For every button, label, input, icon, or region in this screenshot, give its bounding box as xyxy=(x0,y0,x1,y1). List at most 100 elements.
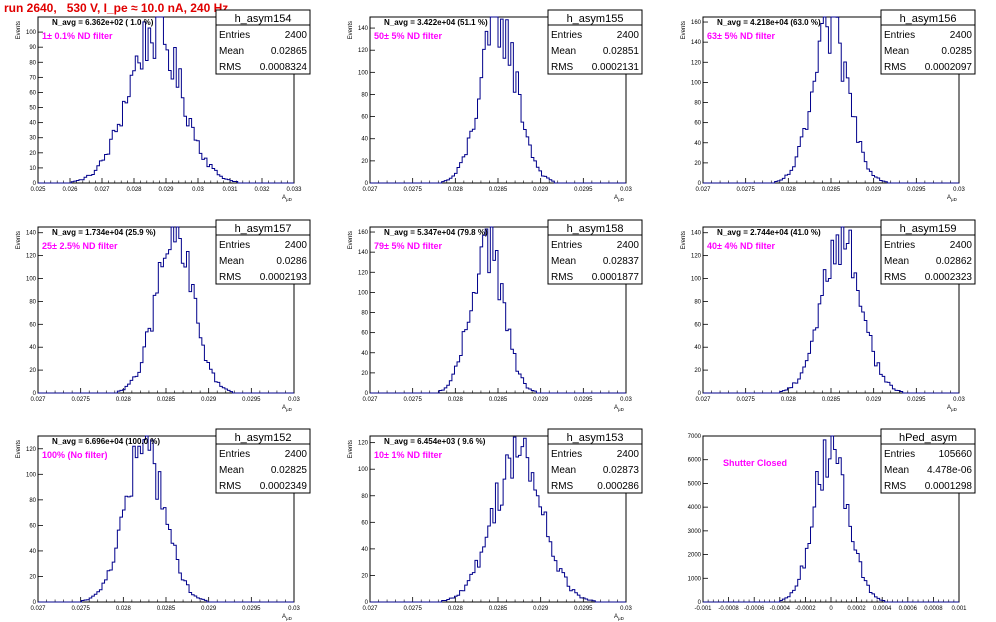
y-axis-title: Events xyxy=(16,21,22,39)
y-tick-label: 120 xyxy=(26,447,37,453)
y-tick-label: 0 xyxy=(33,391,37,397)
stats-value: 0.0001877 xyxy=(592,272,640,283)
y-tick-label: 60 xyxy=(29,90,36,96)
y-tick-label: 100 xyxy=(26,277,37,283)
y-tick-label: 5000 xyxy=(688,481,702,487)
y-tick-label: 90 xyxy=(29,45,36,51)
stats-value: 0.000286 xyxy=(597,481,639,492)
histogram-line xyxy=(370,16,626,184)
y-tick-label: 140 xyxy=(26,231,37,237)
stats-value: 0.0002097 xyxy=(925,62,973,73)
x-tick-label: 0.0004 xyxy=(873,606,892,612)
stats-value: 2400 xyxy=(285,30,308,41)
stats-value: 105660 xyxy=(939,449,973,460)
stats-value: 0.0002349 xyxy=(260,481,308,492)
stats-title: h_asym155 xyxy=(567,13,624,25)
stats-value: 0.02837 xyxy=(603,256,640,267)
stats-value: 0.02851 xyxy=(603,46,640,57)
x-axis-title: AμD xyxy=(282,195,293,202)
y-tick-label: 140 xyxy=(358,26,369,32)
stats-key: RMS xyxy=(884,62,907,73)
x-tick-label: 0.0275 xyxy=(736,187,755,193)
stats-box xyxy=(880,219,976,285)
y-tick-label: 0 xyxy=(365,391,369,397)
histogram-line xyxy=(703,226,959,394)
y-tick-label: 0 xyxy=(698,600,702,606)
filter-label: 25± 2.5% ND filter xyxy=(42,241,118,251)
x-tick-label: 0.025 xyxy=(30,187,46,193)
y-tick-label: 100 xyxy=(358,290,369,296)
x-tick-label: 0.0275 xyxy=(403,187,422,193)
stats-title: h_asym159 xyxy=(900,223,957,235)
n-avg-label: N_avg = 5.347e+04 (79.8 %) xyxy=(384,228,488,237)
stats-key: RMS xyxy=(884,272,907,283)
filter-label: Shutter Closed xyxy=(723,458,787,468)
x-tick-label: 0.027 xyxy=(695,187,711,193)
y-tick-label: 80 xyxy=(29,60,36,66)
x-tick-label: 0.03 xyxy=(192,187,204,193)
x-tick-label: 0.032 xyxy=(254,187,270,193)
histogram-panel-h_asym158: 0.027 0.0275 0.028 0.0285 0.029 0.0295 0.03 0 20… xyxy=(348,219,643,412)
stats-key: Entries xyxy=(551,240,582,251)
histogram-line xyxy=(38,16,294,184)
y-axis-title: Events xyxy=(348,21,354,39)
stats-key: Mean xyxy=(551,256,576,267)
y-tick-label: 0 xyxy=(698,391,702,397)
x-tick-label: 0.029 xyxy=(201,606,217,612)
stats-value: 0.02865 xyxy=(271,46,308,57)
x-tick-label: 0.0275 xyxy=(403,397,422,403)
histogram-line xyxy=(703,16,959,184)
x-tick-label: 0.029 xyxy=(533,397,549,403)
y-tick-label: 100 xyxy=(691,80,702,86)
filter-label: 40± 4% ND filter xyxy=(707,241,775,251)
filter-label: 1± 0.1% ND filter xyxy=(42,31,113,41)
x-tick-label: 0.029 xyxy=(201,397,217,403)
y-tick-label: 4000 xyxy=(688,505,702,511)
x-tick-label: 0.0295 xyxy=(242,397,261,403)
y-tick-label: 120 xyxy=(691,254,702,260)
y-tick-label: 60 xyxy=(694,121,701,127)
y-tick-label: 60 xyxy=(29,322,36,328)
y-tick-label: 160 xyxy=(358,230,369,236)
stats-title: h_asym152 xyxy=(235,432,292,444)
y-tick-label: 6000 xyxy=(688,458,702,464)
x-tick-label: 0.027 xyxy=(30,606,46,612)
x-tick-label: 0.0285 xyxy=(822,397,841,403)
x-tick-label: 0.029 xyxy=(866,187,882,193)
stats-key: Entries xyxy=(219,449,250,460)
x-tick-label: 0.03 xyxy=(620,606,632,612)
y-tick-label: 100 xyxy=(26,472,37,478)
y-axis-title: Events xyxy=(16,440,22,458)
y-tick-label: 140 xyxy=(358,250,369,256)
stats-key: Entries xyxy=(219,240,250,251)
x-tick-label: 0.033 xyxy=(286,187,302,193)
x-tick-label: -0.001 xyxy=(694,606,712,612)
y-axis-title: Events xyxy=(681,21,687,39)
x-tick-label: 0.001 xyxy=(951,606,967,612)
y-tick-label: 0 xyxy=(365,181,369,187)
stats-key: Entries xyxy=(551,449,582,460)
stats-value: 0.02873 xyxy=(603,465,640,476)
x-tick-label: 0.0275 xyxy=(403,606,422,612)
y-tick-label: 0 xyxy=(33,600,37,606)
y-tick-label: 50 xyxy=(29,106,36,112)
x-axis-title: AμD xyxy=(614,614,625,621)
y-tick-label: 2000 xyxy=(688,553,702,559)
stats-value: 2400 xyxy=(617,30,640,41)
y-tick-label: 20 xyxy=(694,368,701,374)
x-tick-label: 0.03 xyxy=(953,397,965,403)
y-tick-label: 20 xyxy=(361,159,368,165)
stats-value: 2400 xyxy=(285,240,308,251)
stats-key: RMS xyxy=(551,481,574,492)
y-tick-label: 40 xyxy=(29,549,36,555)
y-tick-label: 20 xyxy=(29,368,36,374)
x-tick-label: 0.0285 xyxy=(489,397,508,403)
y-axis-title: Events xyxy=(348,440,354,458)
n-avg-label: N_avg = 6.696e+04 (100.0 %) xyxy=(52,437,160,446)
x-tick-label: 0.0275 xyxy=(71,397,90,403)
histogram-panel-h_asym154: 0.025 0.026 0.027 0.028 0.029 0.03 0.031 0.032 0… xyxy=(16,9,311,202)
x-tick-label: 0.028 xyxy=(448,606,464,612)
stats-title: h_asym154 xyxy=(235,13,292,25)
histogram-panel-h_asym153: 0.027 0.0275 0.028 0.0285 0.029 0.0295 0.03 0 20… xyxy=(348,428,643,621)
x-tick-label: 0.0295 xyxy=(574,606,593,612)
